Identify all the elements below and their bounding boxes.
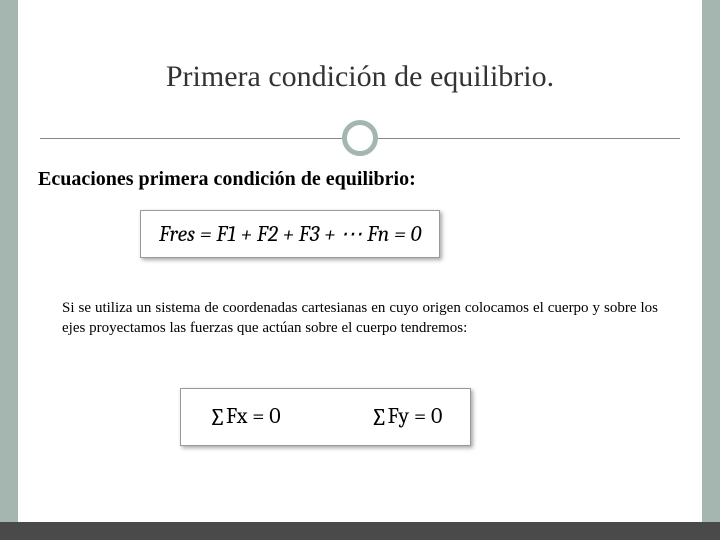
equation-2-box: ∑Fx = 0∑Fy = 0	[180, 388, 471, 446]
equation-2: ∑Fx = 0∑Fy = 0	[209, 403, 442, 431]
divider-circle-icon	[342, 120, 378, 156]
title-divider	[40, 120, 680, 156]
subtitle: Ecuaciones primera condición de equilibr…	[38, 168, 416, 191]
equation-2-left-text: Fx = 0	[226, 403, 281, 429]
bottom-bar	[0, 522, 720, 540]
equation-1: Fres = F1 + F2 + F3 + ⋯ Fn = 0	[159, 221, 421, 247]
page-title: Primera condición de equilibrio.	[0, 60, 720, 94]
equation-1-box: Fres = F1 + F2 + F3 + ⋯ Fn = 0	[140, 210, 440, 258]
equation-2-right-text: Fy = 0	[388, 403, 443, 429]
title-area: Primera condición de equilibrio.	[0, 60, 720, 94]
body-paragraph: Si se utiliza un sistema de coordenadas …	[62, 298, 658, 339]
